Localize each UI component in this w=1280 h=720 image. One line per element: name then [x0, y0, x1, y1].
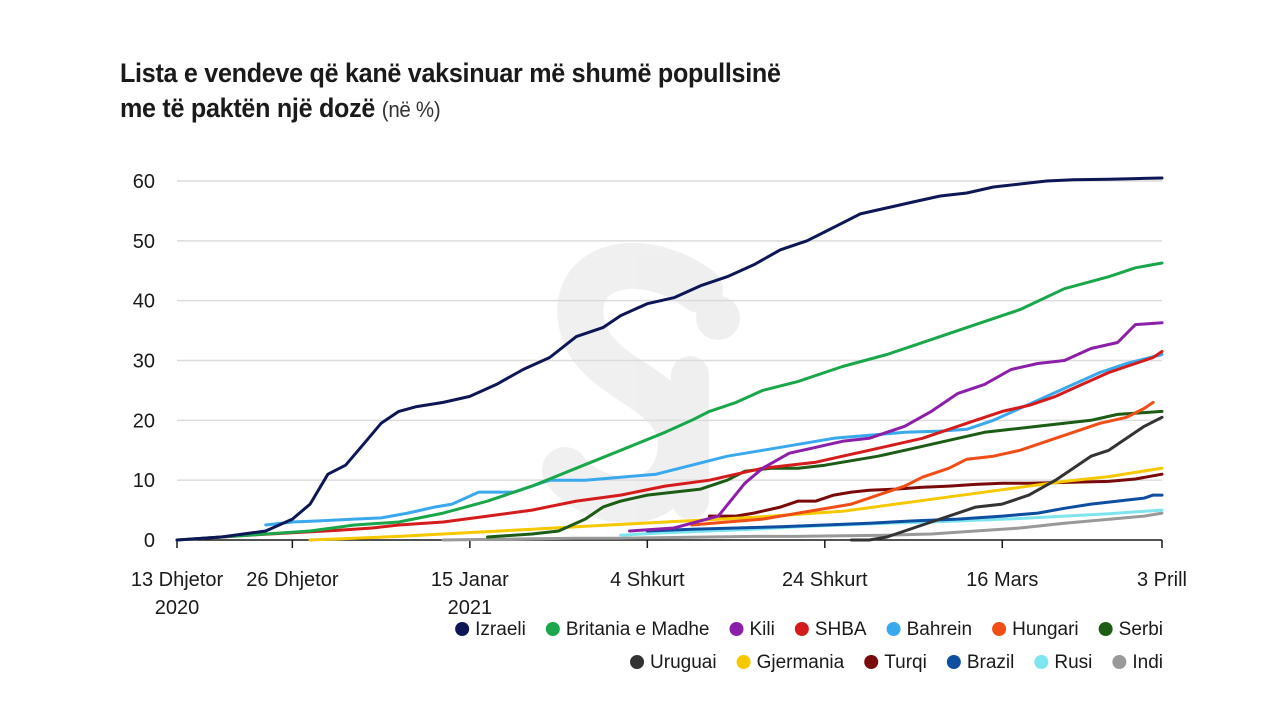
series-line-turqi: [707, 472, 1164, 518]
legend: Izraeli Britania e Madhe Kili SHBA Bahrein Hu…: [455, 619, 1163, 673]
legend-marker: [1112, 655, 1127, 669]
y-tick-label: 20: [133, 410, 155, 432]
legend-item-uruguai: Uruguai: [630, 652, 717, 673]
y-axis: 0 10 20 30 40 50 60: [133, 171, 155, 552]
legend-label: Uruguai: [650, 652, 717, 673]
legend-marker: [864, 655, 879, 669]
legend-label: Gjermania: [757, 652, 845, 673]
legend-label: Britania e Madhe: [566, 619, 710, 640]
legend-marker: [1034, 655, 1049, 669]
legend-label: Turqi: [884, 652, 927, 673]
legend-label: Hungari: [1012, 619, 1079, 640]
y-tick-label: 30: [133, 351, 155, 373]
y-tick-label: 40: [133, 291, 155, 313]
x-tick-label: 2020: [155, 597, 200, 619]
legend-label: Bahrein: [907, 619, 973, 640]
chart-title-line2: me të paktën një dozë (në %): [120, 91, 781, 127]
legend-label: Serbi: [1119, 619, 1163, 640]
chart-title-line1: Lista e vendeve që kanë vaksinuar më shu…: [120, 58, 781, 88]
legend-label: SHBA: [815, 619, 867, 640]
chart-title: Lista e vendeve që kanë vaksinuar më shu…: [120, 56, 781, 127]
gridlines: [177, 180, 1162, 481]
x-tick-label: 13 Dhjetor: [131, 569, 224, 591]
legend-item-bahrein: Bahrein: [886, 619, 973, 640]
x-tick-label: 24 Shkurt: [782, 569, 868, 591]
x-tick-label: 15 Janar: [431, 569, 509, 591]
legend-label: Rusi: [1054, 652, 1092, 673]
series-line-shba: [202, 350, 1164, 540]
series-lines: [175, 176, 1164, 542]
y-tick-label: 60: [133, 171, 155, 193]
x-axis: 13 Dhjetor 2020 26 Dhjetor 15 Janar 2021 4 Sh…: [131, 539, 1187, 619]
legend-marker: [886, 622, 901, 636]
series-line-hungari: [690, 400, 1155, 527]
series-line-brazil: [645, 493, 1164, 533]
series-line-britania-e-madhe: [175, 261, 1164, 542]
legend-label: Brazil: [967, 652, 1015, 673]
legend-item-kili: Kili: [729, 619, 775, 640]
legend-marker: [946, 655, 961, 669]
series-line-bahrein: [264, 353, 1164, 527]
legend-marker: [630, 655, 645, 669]
x-tick-label: 26 Dhjetor: [246, 569, 339, 591]
series-line-kili: [628, 321, 1164, 533]
series-line-serbi: [486, 409, 1164, 539]
y-tick-label: 0: [144, 530, 155, 552]
legend-marker: [736, 655, 751, 669]
series-line-indi: [441, 511, 1164, 542]
legend-label: Kili: [750, 619, 775, 640]
legend-item-serbi: Serbi: [1098, 619, 1163, 640]
x-tick-label: 3 Prill: [1137, 569, 1187, 591]
series-line-uruguai: [849, 415, 1164, 542]
y-tick-label: 50: [133, 231, 155, 253]
legend-marker: [992, 622, 1007, 636]
legend-item-indi: Indi: [1112, 652, 1163, 673]
x-tick-label: 2021: [448, 597, 493, 619]
chart-title-unit: (në %): [381, 97, 441, 122]
legend-item-izraeli: Izraeli: [455, 619, 526, 640]
legend-marker: [545, 622, 560, 636]
x-tick-label: 16 Mars: [966, 569, 1038, 591]
legend-item-turqi: Turqi: [864, 652, 927, 673]
x-tick-label: 4 Shkurt: [610, 569, 685, 591]
chart-title-line2-text: me të paktën një dozë: [120, 93, 376, 123]
legend-item-shba: SHBA: [794, 619, 867, 640]
legend-item-hungari: Hungari: [992, 619, 1079, 640]
legend-marker: [794, 622, 809, 636]
legend-item-rusi: Rusi: [1034, 652, 1092, 673]
legend-marker: [729, 622, 744, 636]
legend-item-gjermania: Gjermania: [736, 652, 845, 673]
y-tick-label: 10: [133, 470, 155, 492]
legend-label: Izraeli: [475, 619, 526, 640]
legend-marker: [1098, 622, 1113, 636]
legend-item-brazil: Brazil: [946, 652, 1015, 673]
series-line-izraeli: [175, 176, 1164, 542]
legend-item-britania-e-madhe: Britania e Madhe: [545, 619, 710, 640]
legend-label: Indi: [1132, 652, 1163, 673]
legend-marker: [455, 622, 470, 636]
